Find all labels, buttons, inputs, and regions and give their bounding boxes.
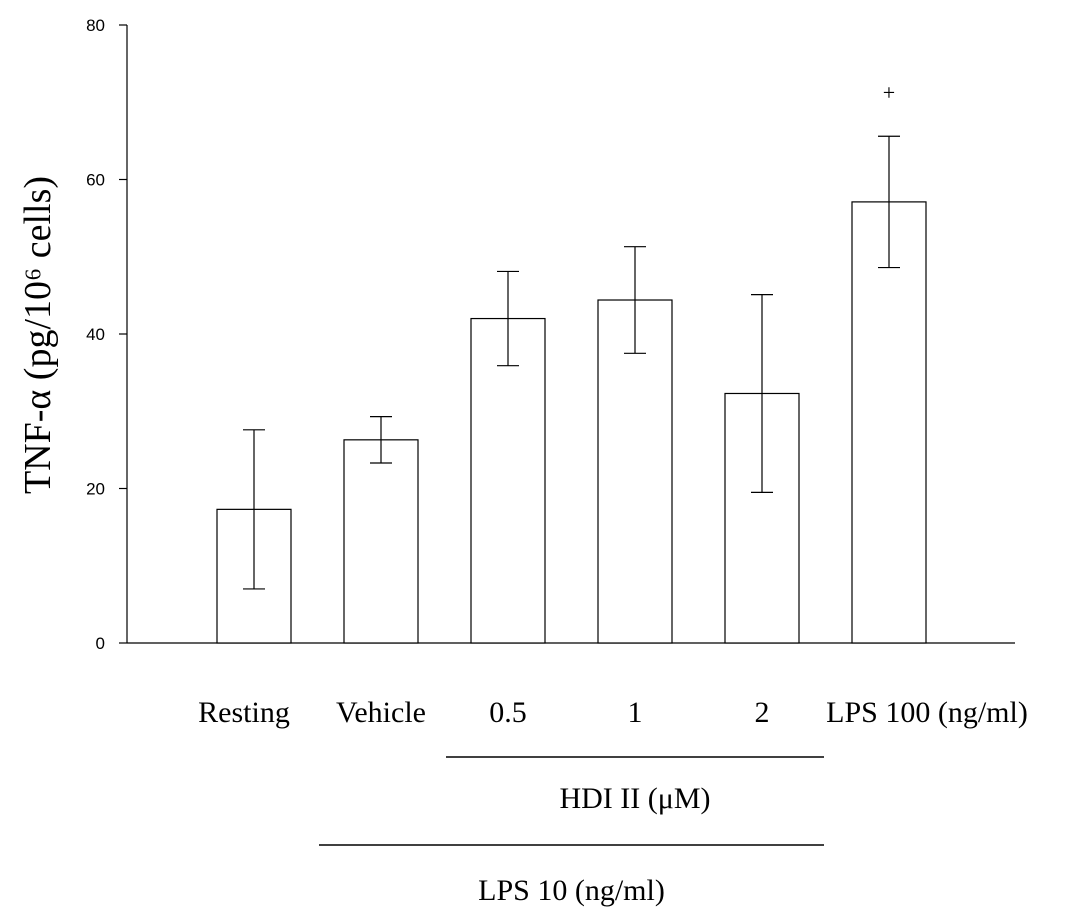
bar bbox=[343, 439, 419, 644]
significance-marker: + bbox=[883, 80, 895, 105]
category-label: 1 bbox=[628, 696, 643, 729]
category-label: 0.5 bbox=[489, 696, 527, 729]
bar bbox=[851, 201, 927, 644]
category-label: LPS 100 (ng/ml) bbox=[826, 696, 1028, 729]
bars bbox=[216, 201, 927, 644]
group-label: HDI II (μM) bbox=[559, 782, 710, 815]
y-tick-label: 60 bbox=[86, 171, 105, 190]
y-tick-label: 40 bbox=[86, 325, 105, 344]
category-labels: Resting Vehicle 0.5 1 2 LPS 100 (ng/ml) bbox=[198, 696, 1028, 729]
y-tick-label: 0 bbox=[96, 634, 105, 653]
category-label: 2 bbox=[755, 696, 770, 729]
bar bbox=[470, 317, 546, 644]
y-axis-label: TNF-α (pg/10⁶ cells) bbox=[17, 176, 59, 494]
group-brackets: HDI II (μM) LPS 10 (ng/ml) bbox=[319, 756, 824, 907]
y-tick-label: 80 bbox=[86, 16, 105, 35]
y-tick-label: 20 bbox=[86, 480, 105, 499]
y-ticks: 0 20 40 60 80 bbox=[86, 16, 127, 653]
category-label: Resting bbox=[198, 696, 290, 729]
group-label: LPS 10 (ng/ml) bbox=[478, 874, 665, 907]
error-bars bbox=[243, 135, 900, 590]
annotations: + bbox=[883, 80, 895, 105]
category-label: Vehicle bbox=[336, 696, 426, 729]
